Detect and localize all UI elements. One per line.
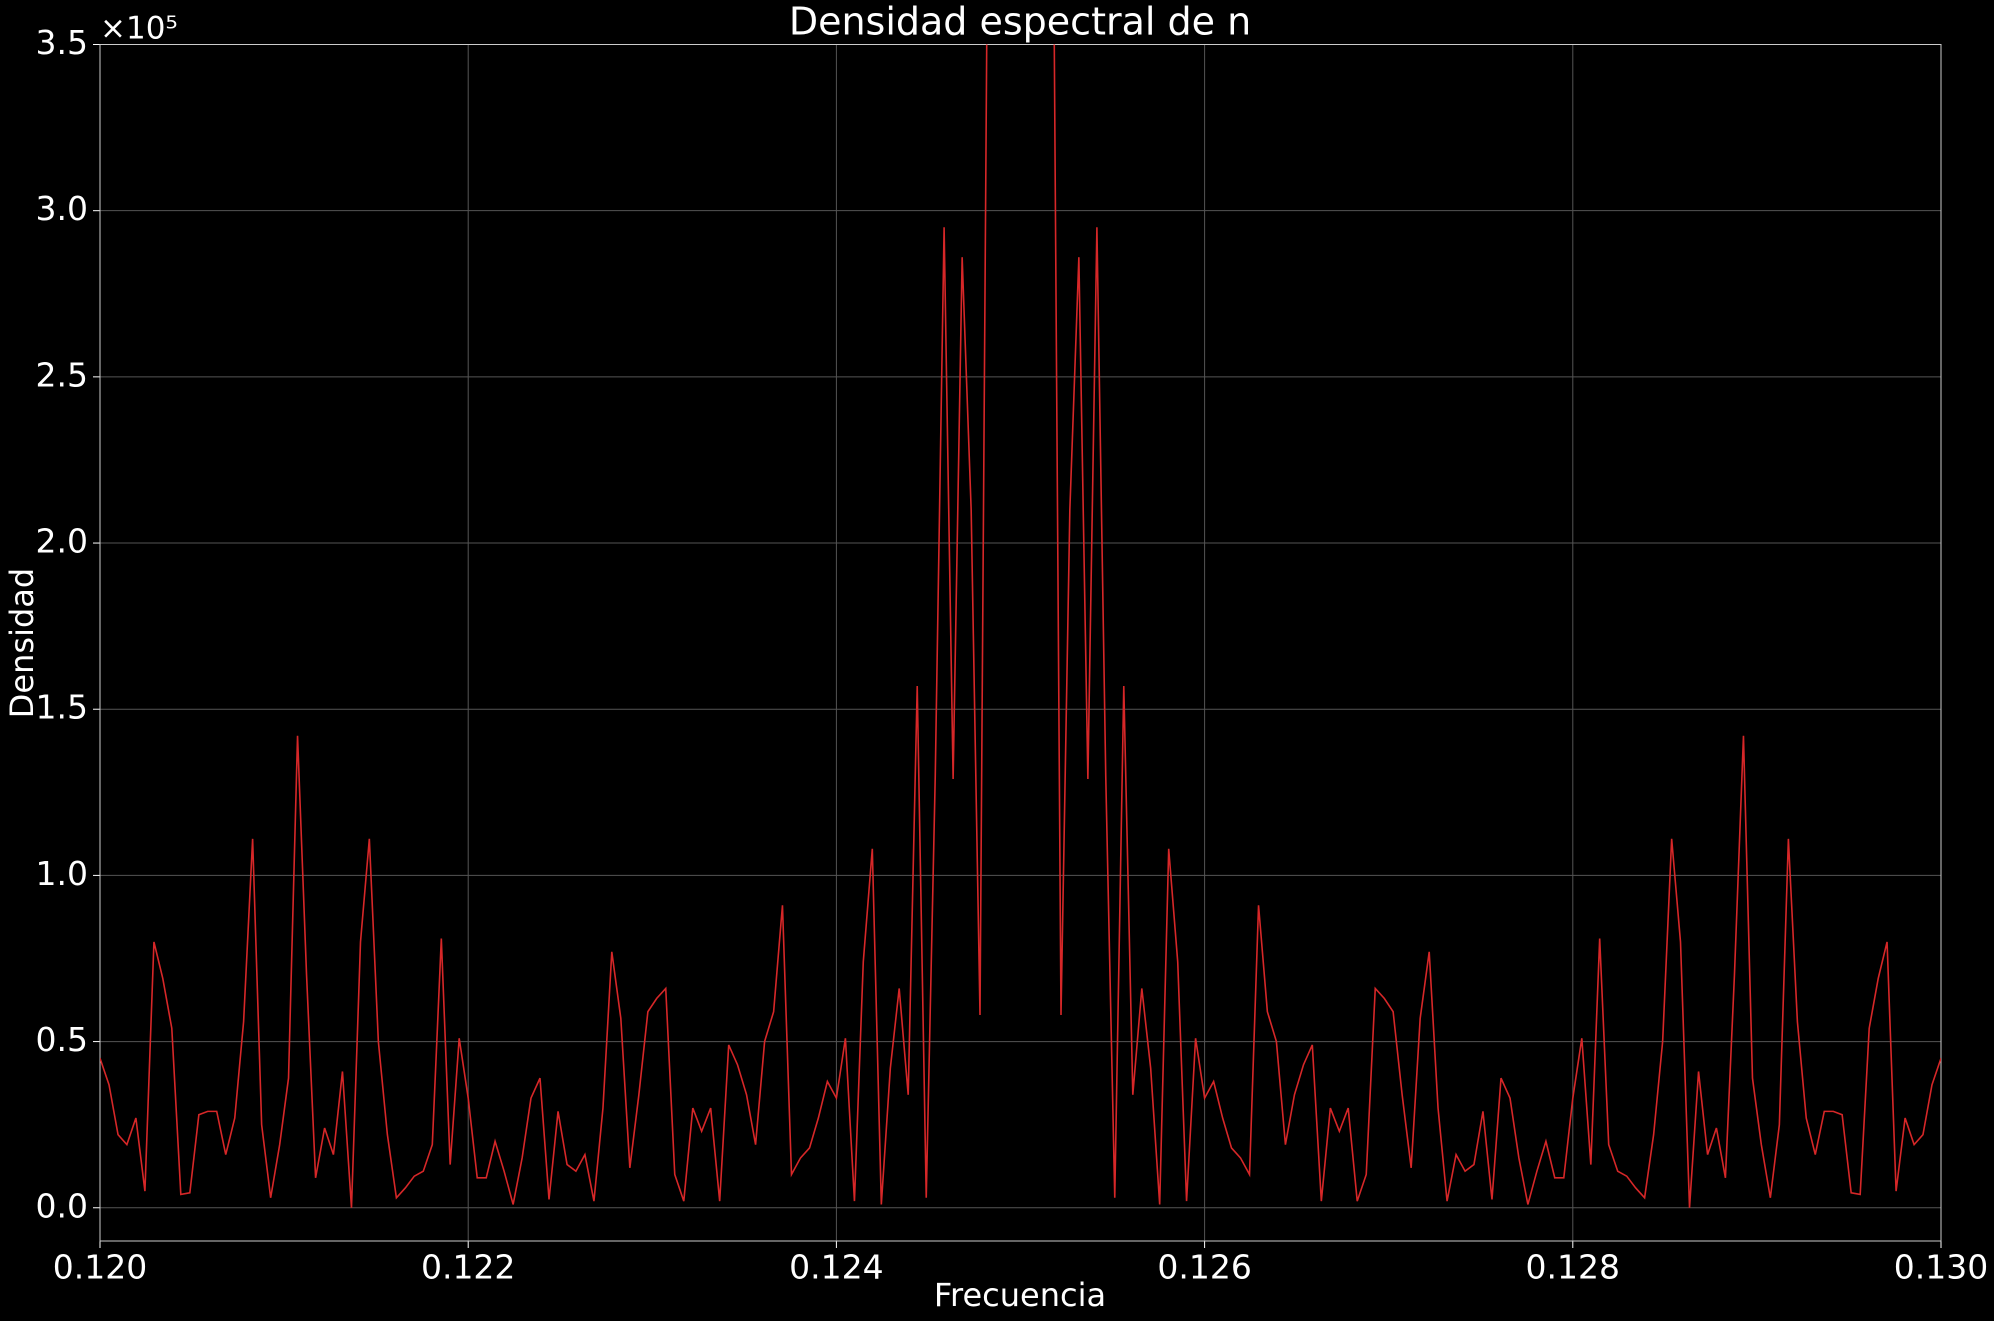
plot-frame (99, 44, 1942, 1242)
x-tick-label: 0.128 (1526, 1248, 1620, 1287)
y-tick-label: 0.0 (36, 1186, 88, 1225)
x-axis-label: Frecuencia (934, 1276, 1106, 1314)
x-tick-label: 0.126 (1157, 1248, 1251, 1287)
y-tick-label: 1.5 (36, 688, 88, 727)
x-tick-label: 0.124 (789, 1248, 883, 1287)
x-tick-label: 0.130 (1894, 1248, 1988, 1287)
y-tick-label: 2.5 (36, 355, 88, 394)
x-tick-label: 0.120 (53, 1248, 147, 1287)
y-tick-label: 0.5 (36, 1020, 88, 1059)
y-axis-label: Densidad (3, 568, 41, 718)
chart-title: Densidad espectral de n (789, 0, 1251, 44)
x-tick-label: 0.122 (421, 1248, 515, 1287)
y-tick-label: 3.5 (36, 23, 88, 62)
y-tick-label: 1.0 (36, 854, 88, 893)
y-tick-label: 2.0 (36, 522, 88, 561)
data-line (100, 44, 1941, 1208)
y-tick-label: 3.0 (36, 189, 88, 228)
y-offset-label: ×10⁵ (100, 11, 178, 47)
